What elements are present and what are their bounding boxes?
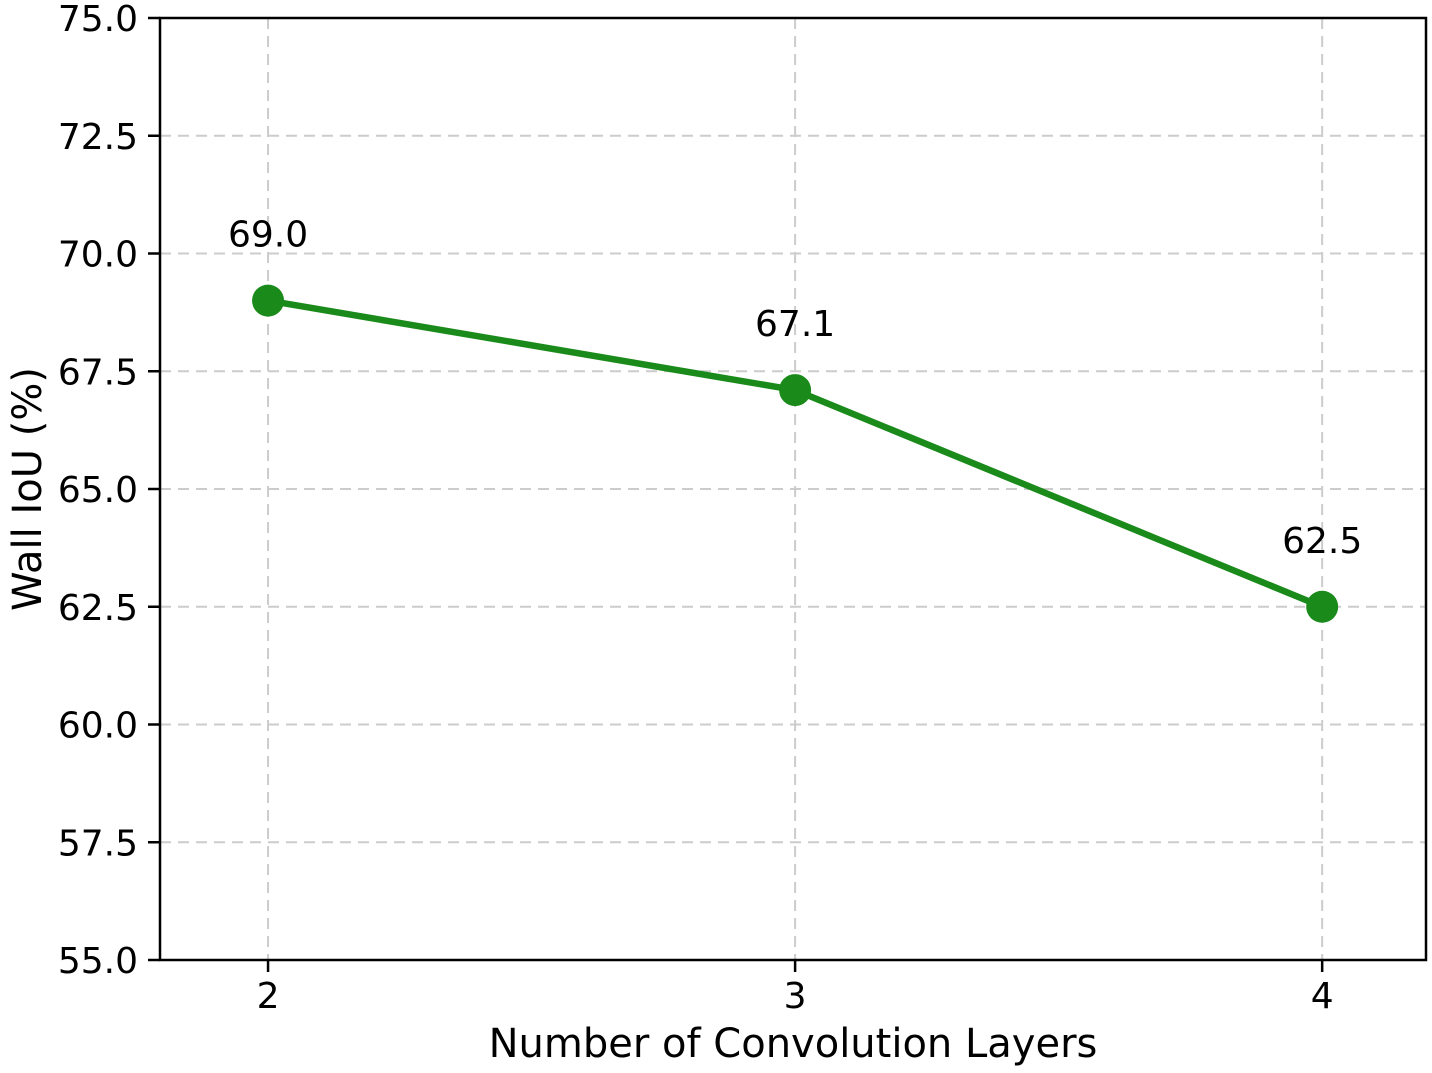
axis-layer: 2 3 4 55.0 57.5 60.0 62.5 65.0 67.5 70.0 72.5 75.0 xyxy=(58,0,1428,1017)
y-tick-label: 62.5 xyxy=(58,588,138,629)
annotation-layer: 69.0 67.1 62.5 xyxy=(228,215,1362,562)
x-tick-label: 3 xyxy=(784,976,807,1017)
data-point-marker xyxy=(252,284,285,317)
y-tick-label: 67.5 xyxy=(58,352,138,393)
y-tick-label: 65.0 xyxy=(58,470,138,511)
axis-titles-layer: Number of Convolution Layers Wall IoU (%… xyxy=(5,367,1097,1067)
data-series-layer xyxy=(252,284,1339,623)
grid-layer xyxy=(160,17,1426,961)
y-tick-label: 55.0 xyxy=(58,941,138,982)
x-tick-label: 4 xyxy=(1311,976,1334,1017)
point-value-label: 69.0 xyxy=(228,215,308,256)
data-point-marker xyxy=(779,374,812,407)
y-tick-label: 60.0 xyxy=(58,706,138,747)
y-tick-label: 70.0 xyxy=(58,235,138,276)
data-point-marker xyxy=(1306,590,1339,623)
point-value-label: 62.5 xyxy=(1282,521,1362,562)
x-tick-label: 2 xyxy=(257,976,280,1017)
y-tick-label: 57.5 xyxy=(58,823,138,864)
point-value-label: 67.1 xyxy=(755,304,835,345)
y-tick-label: 72.5 xyxy=(58,117,138,158)
y-axis-title: Wall IoU (%) xyxy=(5,367,51,611)
y-tick-label: 75.0 xyxy=(58,0,138,40)
x-axis-title: Number of Convolution Layers xyxy=(489,1021,1098,1067)
